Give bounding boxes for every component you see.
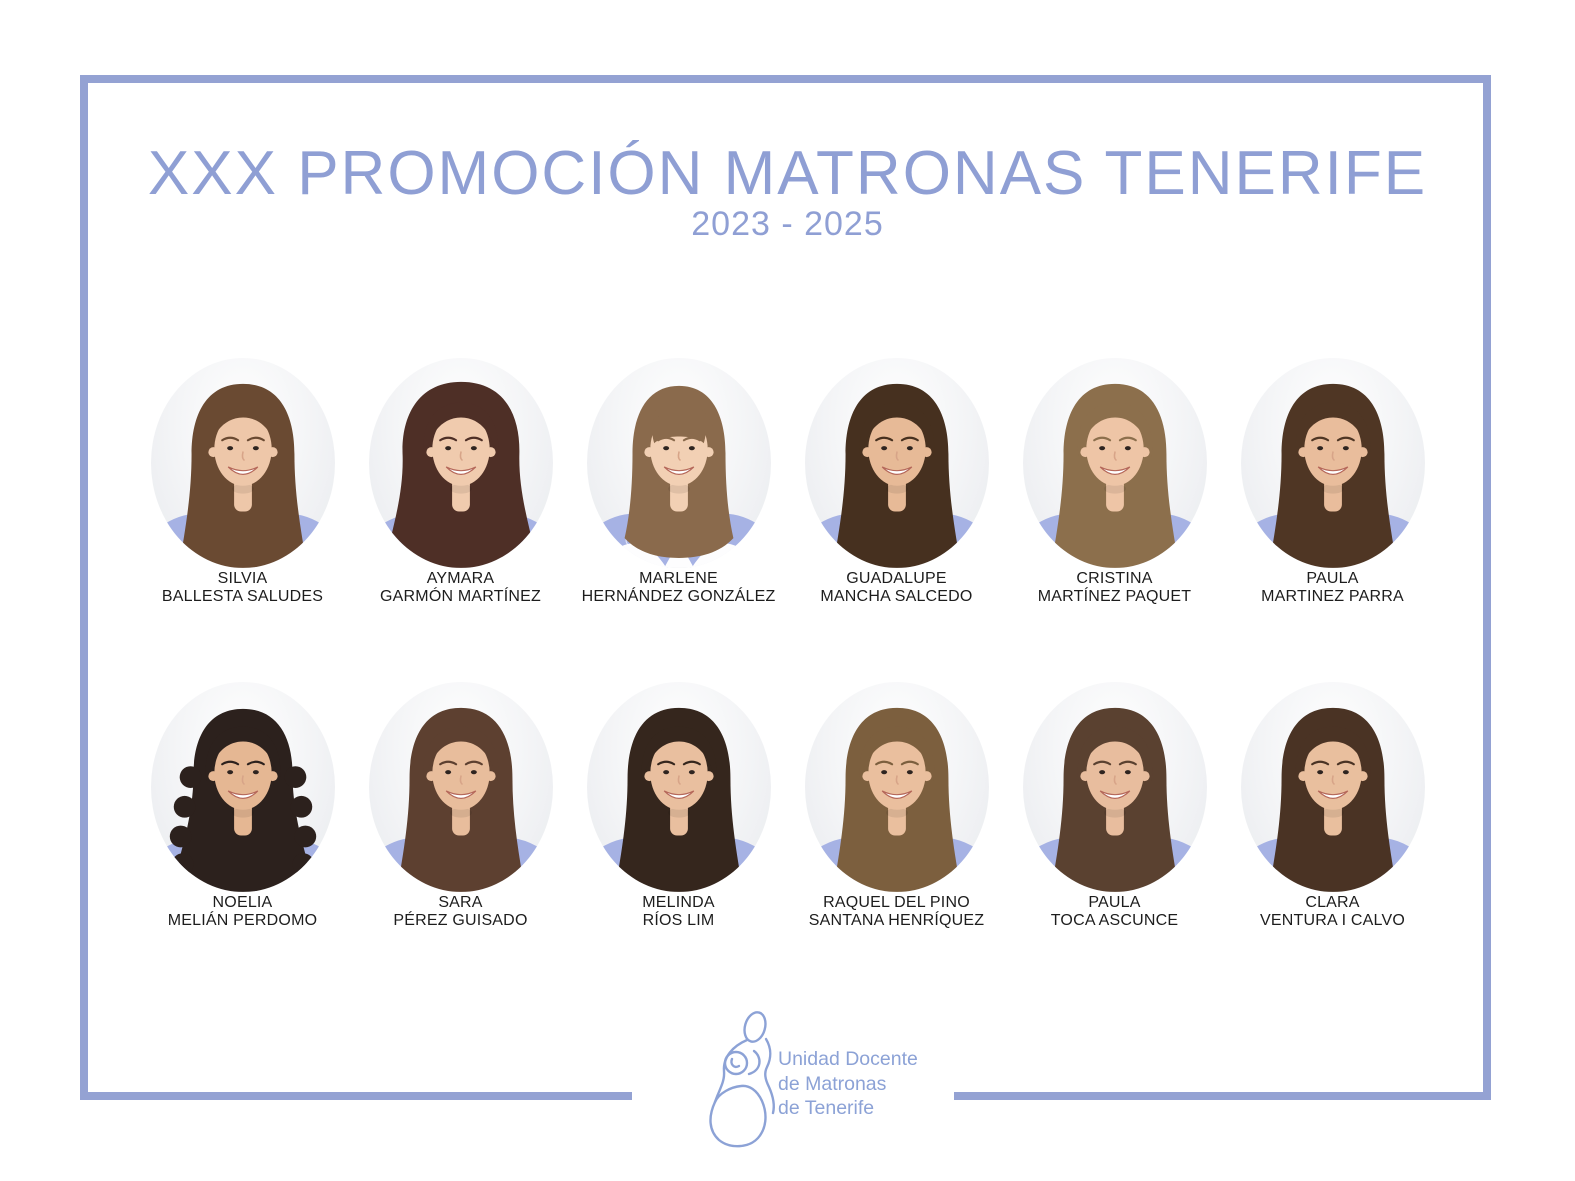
- matronas-logo-icon: [709, 1011, 775, 1148]
- portrait-cell-marlene-hernandez-gonzalez: MARLENE HERNÁNDEZ GONZÁLEZ: [582, 358, 775, 606]
- portrait-photo-guadalupe-mancha-salcedo: [804, 358, 989, 568]
- portrait-photo-sara-perez-guisado: [368, 682, 553, 892]
- portrait-name-aymara-garmon-martinez: AYMARA GARMÓN MARTÍNEZ: [380, 570, 541, 606]
- avatar-graphic: [1022, 707, 1207, 892]
- portrait-cell-aymara-garmon-martinez: AYMARA GARMÓN MARTÍNEZ: [368, 358, 553, 606]
- portrait-name-marlene-hernandez-gonzalez: MARLENE HERNÁNDEZ GONZÁLEZ: [582, 570, 776, 606]
- portrait-cell-guadalupe-mancha-salcedo: GUADALUPE MANCHA SALCEDO: [804, 358, 989, 606]
- footer-border-gap: [632, 1086, 954, 1106]
- footer-org-line-2: de Matronas: [778, 1072, 887, 1095]
- portrait-cell-cristina-martinez-paquet: CRISTINA MARTÍNEZ PAQUET: [1022, 358, 1207, 606]
- portrait-name-line2: MARTINEZ PARRA: [1261, 588, 1404, 605]
- portrait-name-line2: VENTURA I CALVO: [1260, 912, 1405, 929]
- portrait-name-silvia-ballesta-saludes: SILVIA BALLESTA SALUDES: [162, 570, 323, 606]
- portrait-name-paula-martinez-parra: PAULA MARTINEZ PARRA: [1261, 570, 1404, 606]
- avatar-graphic: [586, 385, 771, 568]
- portrait-cell-sara-perez-guisado: SARA PÉREZ GUISADO: [368, 682, 553, 930]
- portrait-photo-clara-ventura-i-calvo: [1240, 682, 1425, 892]
- portrait-cell-clara-ventura-i-calvo: CLARA VENTURA I CALVO: [1240, 682, 1425, 930]
- portrait-photo-aymara-garmon-martinez: [368, 358, 553, 568]
- poster-title: XXX PROMOCIÓN MATRONAS TENERIFE: [147, 139, 1428, 208]
- portrait-name-line2: TOCA ASCUNCE: [1050, 912, 1179, 929]
- portrait-name-line2: GARMÓN MARTÍNEZ: [380, 588, 541, 605]
- portrait-name-line1: PAULA: [1088, 894, 1141, 911]
- portrait-name-line2: MELIÁN PERDOMO: [167, 912, 318, 929]
- portrait-name-noelia-melian-perdomo: NOELIA MELIÁN PERDOMO: [168, 894, 318, 930]
- portrait-name-line1: CLARA: [1305, 894, 1360, 911]
- portrait-row-1: SILVIA BALLESTA SALUDES AYMARA GARMÓN MARTÍ…: [0, 358, 1575, 606]
- avatar-graphic: [1022, 383, 1207, 568]
- poster-years: 2023 - 2025: [691, 205, 884, 243]
- portrait-name-line2: BALLESTA SALUDES: [161, 588, 324, 605]
- footer-org-line-3: de Tenerife: [778, 1097, 875, 1119]
- portrait-photo-raquel-del-pino-santana-henriquez: [804, 682, 989, 892]
- portrait-name-line1: NOELIA: [212, 894, 273, 911]
- portrait-name-line2: SANTANA HENRÍQUEZ: [808, 912, 985, 929]
- portrait-name-line2: RÍOS LIM: [642, 912, 715, 929]
- portrait-name-line2: MARTÍNEZ PAQUET: [1037, 588, 1192, 605]
- avatar-graphic: [368, 707, 553, 892]
- portrait-cell-paula-martinez-parra: PAULA MARTINEZ PARRA: [1240, 358, 1425, 606]
- portrait-name-line1: MARLENE: [639, 570, 718, 587]
- avatar-graphic: [586, 707, 771, 892]
- portrait-cell-silvia-ballesta-saludes: SILVIA BALLESTA SALUDES: [150, 358, 335, 606]
- portrait-name-raquel-del-pino-santana-henriquez: RAQUEL DEL PINO SANTANA HENRÍQUEZ: [809, 894, 985, 930]
- avatar-graphic: [368, 381, 553, 568]
- portrait-photo-marlene-hernandez-gonzalez: [586, 358, 771, 568]
- avatar-graphic: [150, 708, 335, 892]
- portrait-name-line2: HERNÁNDEZ GONZÁLEZ: [581, 588, 776, 605]
- portrait-cell-raquel-del-pino-santana-henriquez: RAQUEL DEL PINO SANTANA HENRÍQUEZ: [804, 682, 989, 930]
- avatar-graphic: [1240, 707, 1425, 892]
- portrait-name-sara-perez-guisado: SARA PÉREZ GUISADO: [393, 894, 527, 930]
- avatar-graphic: [150, 383, 335, 568]
- portrait-name-guadalupe-mancha-salcedo: GUADALUPE MANCHA SALCEDO: [820, 570, 972, 606]
- portrait-name-paula-toca-ascunce: PAULA TOCA ASCUNCE: [1051, 894, 1178, 930]
- footer-org-name: Unidad Docente de Matronas de Tenerife: [778, 1047, 918, 1121]
- portrait-photo-cristina-martinez-paquet: [1022, 358, 1207, 568]
- portrait-name-line1: CRISTINA: [1076, 570, 1153, 587]
- portrait-name-cristina-martinez-paquet: CRISTINA MARTÍNEZ PAQUET: [1038, 570, 1192, 606]
- portrait-photo-paula-toca-ascunce: [1022, 682, 1207, 892]
- avatar-graphic: [804, 707, 989, 892]
- portrait-name-line1: SILVIA: [217, 570, 268, 587]
- portrait-cell-noelia-melian-perdomo: NOELIA MELIÁN PERDOMO: [150, 682, 335, 930]
- portrait-name-line1: GUADALUPE: [846, 570, 947, 587]
- portrait-photo-paula-martinez-parra: [1240, 358, 1425, 568]
- avatar-graphic: [804, 383, 989, 568]
- portrait-photo-melinda-rios-lim: [586, 682, 771, 892]
- portrait-name-line1: SARA: [438, 894, 483, 911]
- portrait-name-line1: MELINDA: [642, 894, 715, 911]
- portrait-photo-silvia-ballesta-saludes: [150, 358, 335, 568]
- portrait-name-line2: MANCHA SALCEDO: [820, 588, 973, 605]
- portrait-name-melinda-rios-lim: MELINDA RÍOS LIM: [642, 894, 715, 930]
- portrait-name-line2: PÉREZ GUISADO: [393, 912, 528, 929]
- portrait-row-2: NOELIA MELIÁN PERDOMO SARA PÉREZ GUISADO MEL…: [0, 682, 1575, 930]
- portrait-photo-noelia-melian-perdomo: [150, 682, 335, 892]
- portrait-name-clara-ventura-i-calvo: CLARA VENTURA I CALVO: [1260, 894, 1405, 930]
- portrait-name-line1: PAULA: [1306, 570, 1359, 587]
- portrait-cell-melinda-rios-lim: MELINDA RÍOS LIM: [586, 682, 771, 930]
- portrait-cell-paula-toca-ascunce: PAULA TOCA ASCUNCE: [1022, 682, 1207, 930]
- footer-org-line-1: Unidad Docente: [778, 1048, 918, 1070]
- avatar-graphic: [1240, 383, 1425, 568]
- portrait-name-line1: AYMARA: [426, 570, 495, 587]
- portrait-name-line1: RAQUEL DEL PINO: [823, 894, 970, 911]
